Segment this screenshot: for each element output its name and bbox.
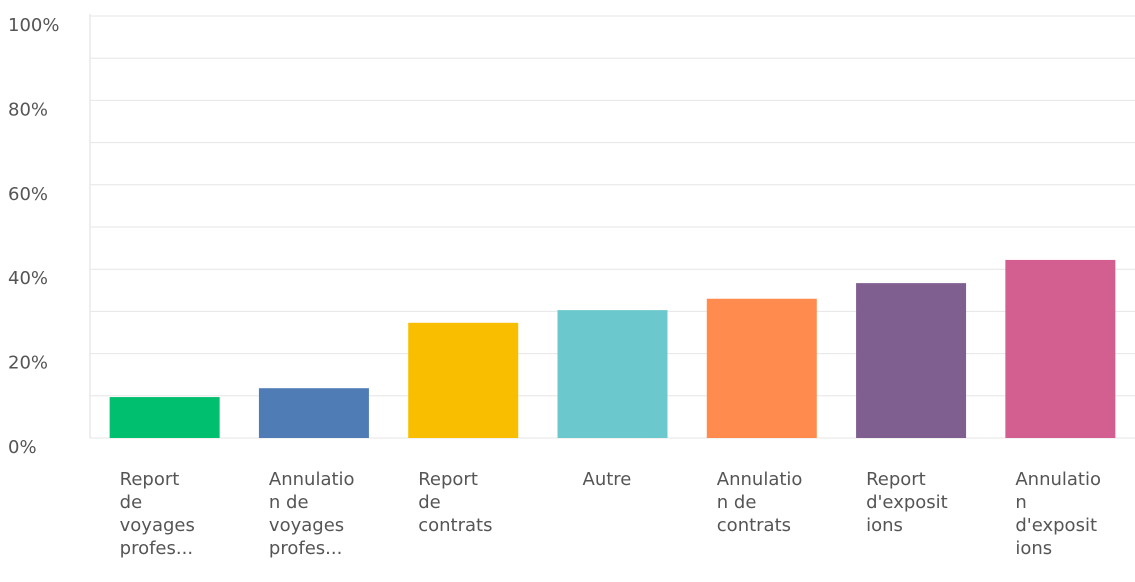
x-tick-label: Report de voyages profes... <box>120 469 195 559</box>
bar <box>856 283 967 438</box>
y-tick-label: 40% <box>8 268 48 289</box>
bar <box>258 388 369 438</box>
x-tick-label: Annulatio n d'exposit ions <box>1015 469 1101 559</box>
x-tick-label: Report d'exposit ions <box>866 469 948 536</box>
y-tick-label: 100% <box>8 15 59 36</box>
bar <box>1005 259 1116 438</box>
x-tick-label: Annulatio n de voyages profes... <box>269 469 355 559</box>
x-tick-label: Report de contrats <box>418 469 492 536</box>
x-tick-label: Annulatio n de contrats <box>717 469 803 536</box>
y-tick-label: 80% <box>8 99 48 120</box>
bar <box>109 397 220 438</box>
bar <box>557 310 668 438</box>
x-tick-label: Autre <box>583 469 632 490</box>
y-tick-label: 60% <box>8 184 48 205</box>
y-tick-label: 0% <box>8 437 37 458</box>
bar <box>408 322 519 438</box>
y-tick-label: 20% <box>8 353 48 374</box>
bar <box>706 298 817 438</box>
